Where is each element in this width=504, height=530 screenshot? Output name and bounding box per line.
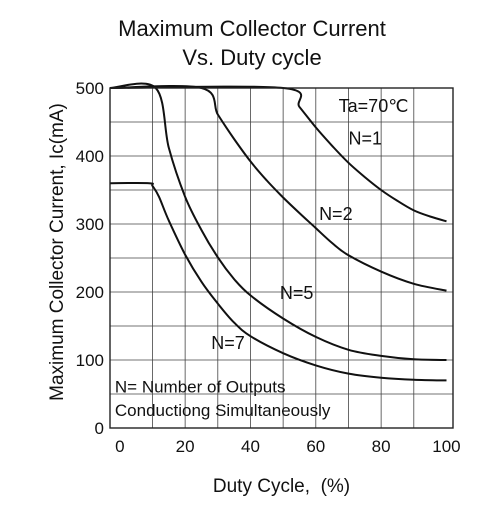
x-tick-label: 100 (432, 437, 460, 456)
y-tick-label: 200 (76, 283, 104, 302)
y-tick-label: 0 (95, 419, 104, 438)
x-tick-label: 0 (115, 437, 124, 456)
y-tick-label: 300 (76, 215, 104, 234)
x-tick-label: 80 (372, 437, 391, 456)
x-axis-label: Duty Cycle, (%) (212, 476, 351, 497)
series-label-n7: N=7 (211, 333, 245, 353)
y-tick-label: 500 (76, 79, 104, 98)
x-tick-label: 60 (306, 437, 325, 456)
y-tick-label: 400 (76, 147, 104, 166)
series-label-n2: N=2 (319, 204, 353, 224)
temperature-annotation: Ta=70℃ (339, 96, 409, 116)
note-line-2: Conductiong Simultaneously (115, 401, 331, 420)
series-line-n1 (109, 85, 447, 223)
series-labels: N=1 N=2 N=5 N=7 (211, 128, 382, 353)
chart-title: Maximum Collector Current (118, 16, 386, 41)
chart-subtitle: Vs. Duty cycle (182, 45, 322, 70)
series-label-n5: N=5 (280, 283, 314, 303)
series-line-n2 (109, 85, 447, 292)
x-tick-label: 20 (176, 437, 195, 456)
tick-labels: 0 20 40 60 80 100 0 100 200 300 400 500 (76, 79, 461, 456)
plot-frame (109, 87, 454, 429)
series-line-n7 (109, 181, 447, 382)
series-curves (109, 82, 447, 382)
series-line-n5 (109, 82, 447, 361)
y-tick-label: 100 (76, 351, 104, 370)
x-tick-label: 40 (241, 437, 260, 456)
series-label-n1: N=1 (348, 128, 382, 148)
note-line-1: N= Number of Outputs (115, 378, 286, 397)
